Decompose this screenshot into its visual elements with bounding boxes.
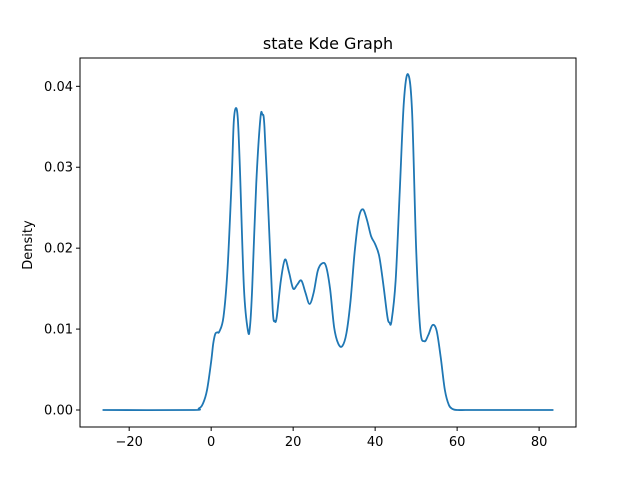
chart-title: state Kde Graph — [263, 34, 393, 53]
x-tick-label: −20 — [115, 435, 142, 450]
y-tick-label: 0.03 — [44, 161, 73, 176]
x-axis-ticks: −20 0 20 40 60 80 — [115, 427, 547, 450]
y-tick-label: 0.04 — [44, 80, 73, 95]
y-axis-ticks: 0.00 0.01 0.02 0.03 0.04 — [44, 80, 80, 419]
y-tick-label: 0.01 — [44, 323, 73, 338]
x-tick-label: 0 — [207, 435, 215, 450]
y-tick-label: 0.00 — [44, 404, 73, 419]
x-tick-label: 80 — [531, 435, 548, 450]
y-tick-label: 0.02 — [44, 242, 73, 257]
x-tick-label: 40 — [367, 435, 384, 450]
kde-series-line-0 — [102, 73, 554, 412]
x-tick-label: 20 — [285, 435, 302, 450]
y-axis-label: Density — [21, 220, 36, 270]
plot-layer — [102, 73, 554, 412]
plot-frame — [79, 57, 577, 428]
x-tick-label: 60 — [449, 435, 466, 450]
